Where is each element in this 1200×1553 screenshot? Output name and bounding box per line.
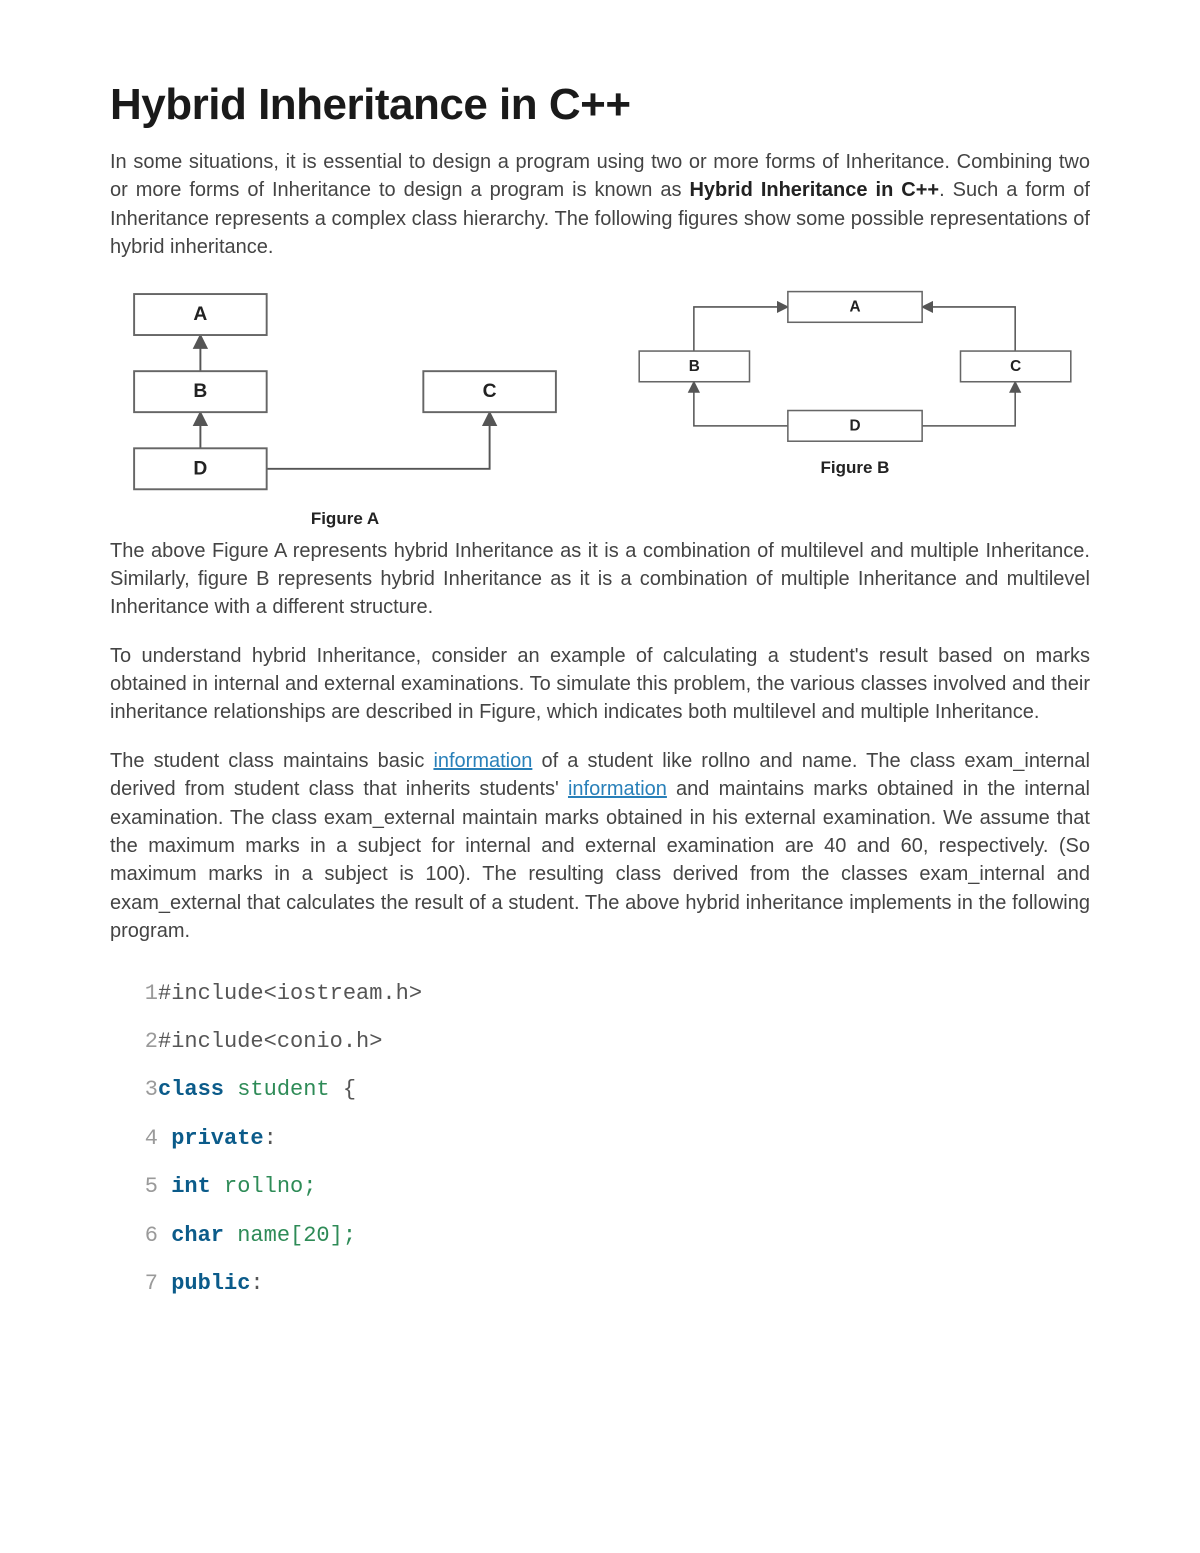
code-token: [224, 1077, 237, 1102]
code-token: class: [158, 1077, 224, 1102]
line-number: 2: [140, 1018, 158, 1066]
figure-a-caption: Figure A: [110, 509, 580, 529]
paragraph-3: To understand hybrid Inheritance, consid…: [110, 642, 1090, 727]
node-label-A: A: [193, 304, 207, 325]
code-line: 3class student {: [140, 1066, 1090, 1114]
line-number: 1: [140, 970, 158, 1018]
code-token: int: [171, 1174, 211, 1199]
code-token: name[20];: [237, 1223, 356, 1248]
code-line: 1#include<iostream.h>: [140, 970, 1090, 1018]
code-token: [211, 1174, 224, 1199]
node-label-C: C: [483, 381, 497, 402]
line-number: 7: [140, 1260, 158, 1308]
edge-B-A: [694, 306, 788, 350]
code-token: [158, 1126, 171, 1151]
information-link-1[interactable]: information: [433, 750, 532, 772]
code-line: 2#include<conio.h>: [140, 1018, 1090, 1066]
edge-C-A: [922, 306, 1015, 350]
code-line: 5 int rollno;: [140, 1163, 1090, 1211]
node-label-A: A: [849, 298, 860, 315]
node-label-D: D: [849, 417, 860, 434]
p4-c: and maintains marks obtained in the inte…: [110, 778, 1090, 942]
code-token: #include<iostream.h>: [158, 981, 422, 1006]
code-block: 1#include<iostream.h>2#include<conio.h>3…: [140, 970, 1090, 1309]
intro-paragraph: In some situations, it is essential to d…: [110, 148, 1090, 262]
line-number: 3: [140, 1066, 158, 1114]
figure-b: A B C D Figure B: [620, 282, 1090, 529]
figure-a-svg: A B C D: [110, 282, 580, 505]
node-label-C: C: [1010, 357, 1021, 374]
code-token: private: [171, 1126, 263, 1151]
code-token: :: [264, 1126, 277, 1151]
edge-D-C: [922, 381, 1015, 425]
figure-b-svg: A B C D: [620, 282, 1090, 455]
code-token: [158, 1174, 171, 1199]
node-label-B: B: [689, 357, 700, 374]
code-token: [158, 1271, 171, 1296]
code-token: #include<conio.h>: [158, 1029, 382, 1054]
code-token: char: [171, 1223, 224, 1248]
node-label-B: B: [193, 381, 207, 402]
figure-a: A B C D Figure A: [110, 282, 580, 529]
code-line: 7 public:: [140, 1260, 1090, 1308]
paragraph-2: The above Figure A represents hybrid Inh…: [110, 537, 1090, 622]
code-token: [224, 1223, 237, 1248]
code-token: student: [237, 1077, 329, 1102]
code-token: :: [250, 1271, 263, 1296]
page-title: Hybrid Inheritance in C++: [110, 80, 1090, 130]
line-number: 6: [140, 1212, 158, 1260]
diagram-row: A B C D Figure A A B C D Figure B: [110, 282, 1090, 529]
paragraph-4: The student class maintains basic inform…: [110, 747, 1090, 946]
code-token: public: [171, 1271, 250, 1296]
line-number: 4: [140, 1115, 158, 1163]
line-number: 5: [140, 1163, 158, 1211]
figure-b-caption: Figure B: [620, 458, 1090, 478]
node-label-D: D: [193, 458, 207, 479]
code-line: 4 private:: [140, 1115, 1090, 1163]
information-link-2[interactable]: information: [568, 778, 667, 800]
code-token: {: [330, 1077, 356, 1102]
edge-D-B: [694, 381, 788, 425]
code-token: [158, 1223, 171, 1248]
edge-D-C: [267, 412, 490, 469]
intro-bold: Hybrid Inheritance in C++: [689, 179, 939, 201]
code-token: rollno;: [224, 1174, 316, 1199]
code-line: 6 char name[20];: [140, 1212, 1090, 1260]
p4-a: The student class maintains basic: [110, 750, 433, 772]
